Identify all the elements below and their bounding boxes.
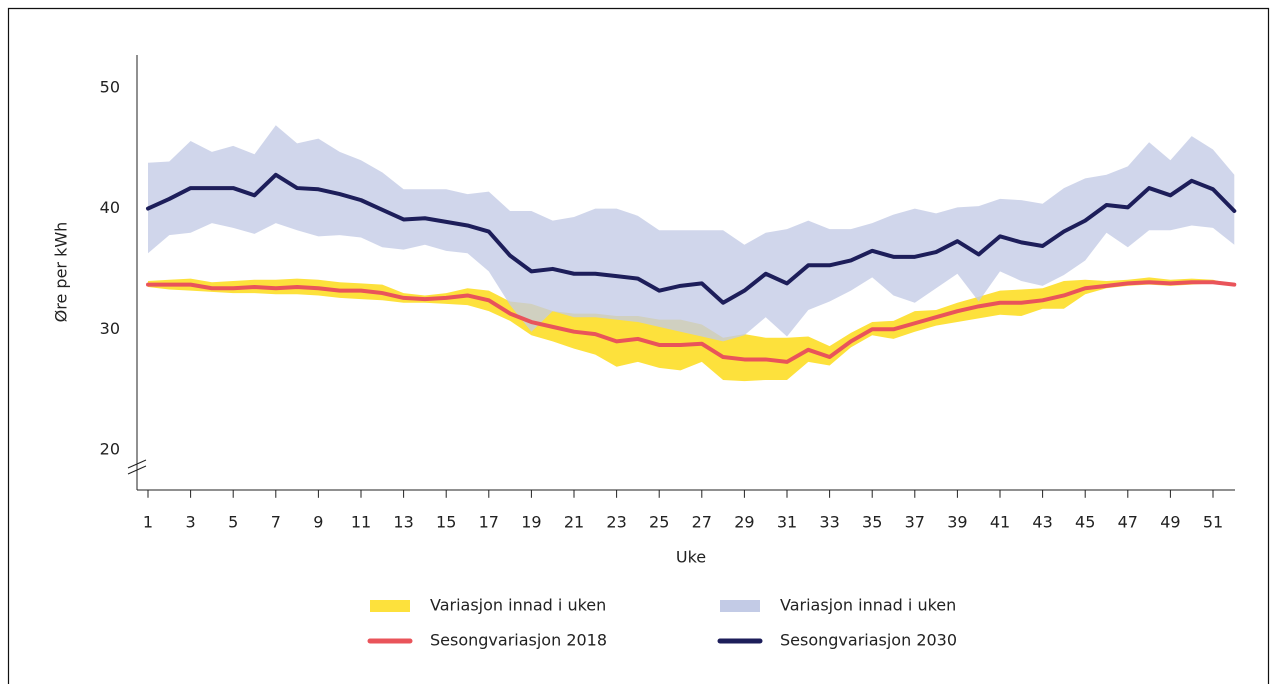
legend-label: Sesongvariasjon 2018 bbox=[430, 631, 607, 650]
x-tick-label: 13 bbox=[393, 513, 413, 532]
legend-swatch bbox=[720, 600, 760, 612]
axis-break bbox=[127, 459, 147, 475]
x-tick-label: 43 bbox=[1032, 513, 1052, 532]
legend-swatch bbox=[370, 600, 410, 612]
x-tick-label: 25 bbox=[649, 513, 669, 532]
x-tick-label: 47 bbox=[1118, 513, 1138, 532]
x-tick-label: 1 bbox=[143, 513, 153, 532]
x-axis-label: Uke bbox=[676, 548, 706, 567]
x-tick-label: 29 bbox=[734, 513, 754, 532]
x-tick-label: 27 bbox=[692, 513, 712, 532]
legend-label: Sesongvariasjon 2030 bbox=[780, 631, 957, 650]
x-tick-label: 9 bbox=[313, 513, 323, 532]
x-tick-label: 5 bbox=[228, 513, 238, 532]
x-tick-label: 45 bbox=[1075, 513, 1095, 532]
x-tick-label: 37 bbox=[905, 513, 925, 532]
legend-label: Variasjon innad i uken bbox=[430, 596, 606, 615]
x-tick-label: 21 bbox=[564, 513, 584, 532]
x-tick-label: 17 bbox=[479, 513, 499, 532]
legend-label: Variasjon innad i uken bbox=[780, 596, 956, 615]
y-tick-label: 50 bbox=[100, 77, 120, 96]
x-tick-label: 33 bbox=[819, 513, 839, 532]
x-tick-label: 11 bbox=[351, 513, 371, 532]
x-tick-label: 23 bbox=[606, 513, 626, 532]
y-tick-label: 20 bbox=[100, 439, 120, 458]
y-tick-label: 30 bbox=[100, 319, 120, 338]
season-line bbox=[146, 280, 1237, 364]
x-tick-label: 39 bbox=[947, 513, 967, 532]
x-tick-label: 31 bbox=[777, 513, 797, 532]
x-tick-label: 41 bbox=[990, 513, 1010, 532]
x-tick-label: 7 bbox=[271, 513, 281, 532]
season-line bbox=[146, 172, 1237, 305]
x-tick-label: 3 bbox=[186, 513, 196, 532]
x-tick-label: 49 bbox=[1160, 513, 1180, 532]
y-axis-label: Øre per kWh bbox=[52, 222, 71, 323]
y-tick-label: 40 bbox=[100, 198, 120, 217]
x-tick-label: 15 bbox=[436, 513, 456, 532]
frame bbox=[7, 7, 1270, 684]
x-tick-label: 19 bbox=[521, 513, 541, 532]
x-tick-label: 35 bbox=[862, 513, 882, 532]
variation-band bbox=[148, 125, 1235, 342]
x-tick-label: 51 bbox=[1203, 513, 1223, 532]
